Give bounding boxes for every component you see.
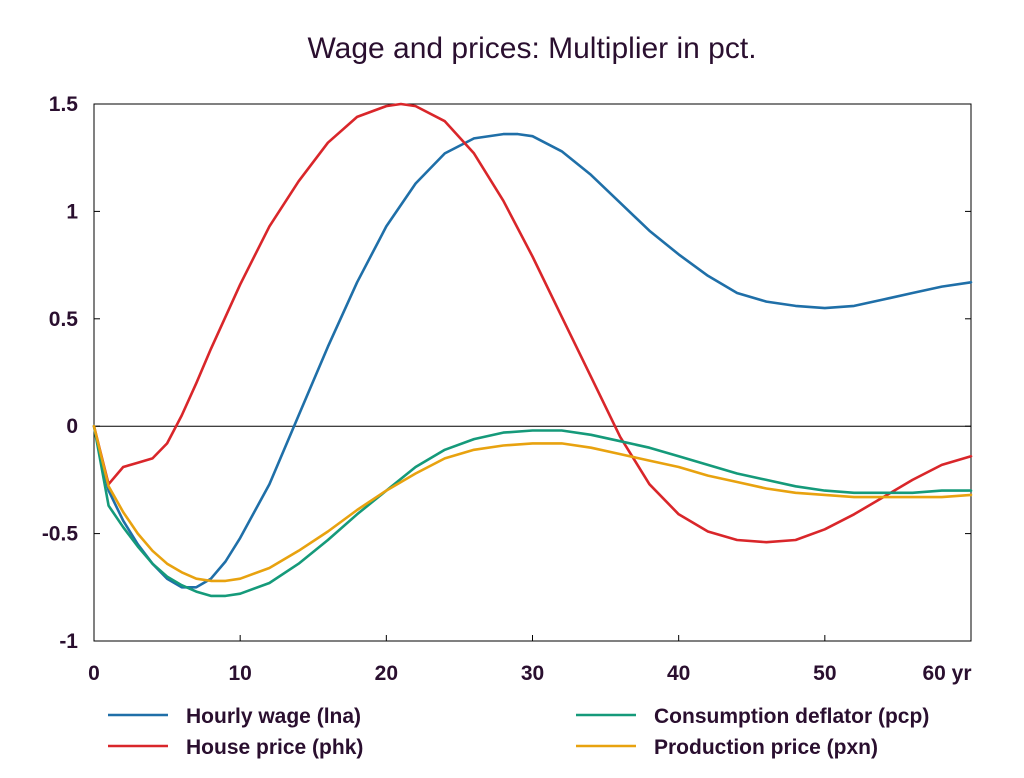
y-axis: 1.5 1 0.5 0 -0.5 -1 — [42, 93, 971, 653]
x-tick-label: 40 — [667, 662, 690, 685]
y-tick-label: 0 — [66, 415, 78, 438]
series-line-2 — [92, 102, 973, 544]
legend-label: Production price (pxn) — [654, 736, 878, 759]
x-tick-label: 60 yr — [922, 662, 971, 685]
legend: Hourly wage (lna) House price (phk) Consum… — [108, 705, 929, 759]
y-tick-label: -0.5 — [42, 523, 79, 546]
x-tick-label: 30 — [521, 662, 544, 685]
x-axis: 0 10 20 30 40 50 60 yr — [88, 635, 972, 685]
x-tick-label: 10 — [228, 662, 251, 685]
x-tick-label: 50 — [813, 662, 836, 685]
chart-title: Wage and prices: Multiplier in pct. — [307, 32, 757, 65]
y-tick-label: 1 — [66, 200, 78, 223]
series-line-4 — [92, 424, 973, 583]
y-tick-label: 1.5 — [49, 93, 79, 116]
y-tick-label: -1 — [59, 630, 78, 653]
y-tick-label: 0.5 — [49, 308, 79, 331]
legend-label: Consumption deflator (pcp) — [654, 705, 929, 728]
series-line-1 — [92, 132, 973, 589]
x-tick-label: 0 — [88, 662, 100, 685]
series-lines — [92, 102, 973, 598]
x-tick-label: 20 — [375, 662, 398, 685]
legend-label: Hourly wage (lna) — [186, 705, 361, 728]
series-line-3 — [92, 424, 973, 598]
legend-label: House price (phk) — [186, 736, 363, 759]
